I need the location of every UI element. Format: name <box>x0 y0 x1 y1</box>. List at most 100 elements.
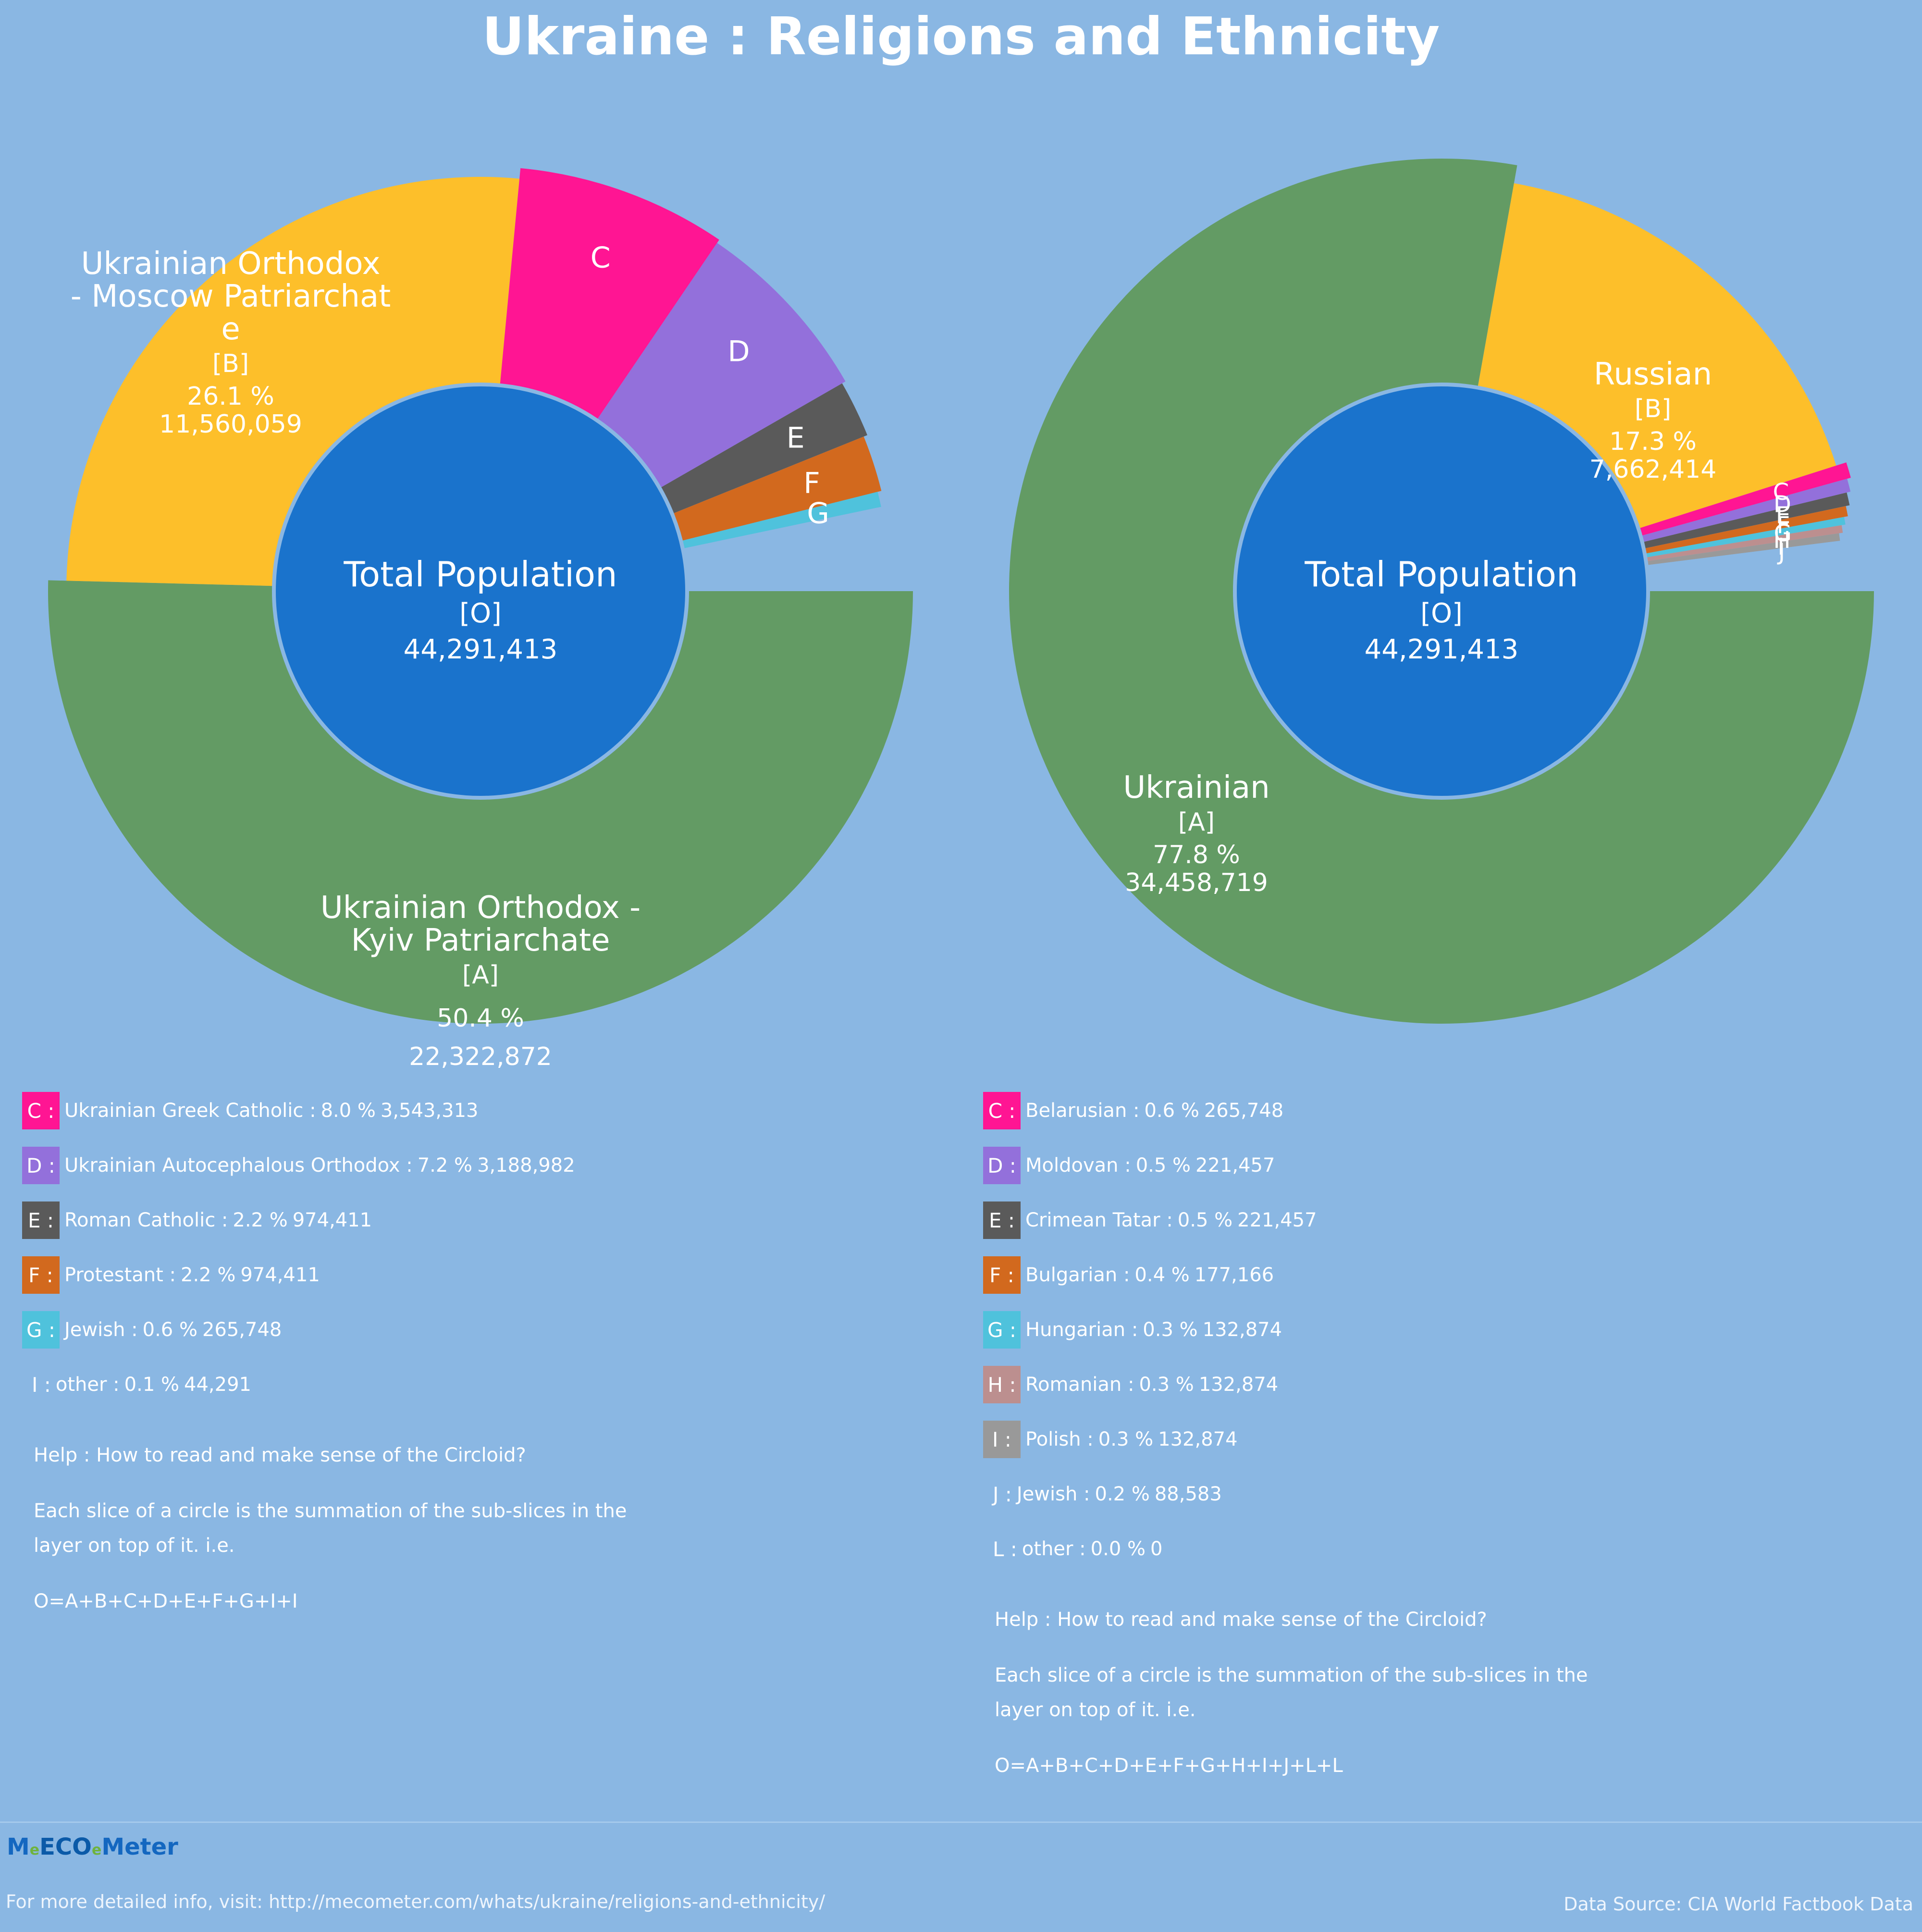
legend-swatch: I : <box>983 1421 1021 1458</box>
help-body: Each slice of a circle is the summation … <box>995 1664 1588 1721</box>
slice-key-f: F <box>1776 512 1790 539</box>
legend-name: Protestant : <box>64 1264 176 1286</box>
legend-item: D : Ukrainian Autocephalous Orthodox :7.2… <box>22 1146 935 1185</box>
legend-swatch: G : <box>983 1311 1021 1349</box>
donut-slice-i <box>682 508 878 550</box>
legend-text: Belarusian :0.6 % 265,748 <box>1025 1100 1283 1122</box>
legend-item: G : Jewish :0.6 % 265,748 <box>22 1310 935 1350</box>
legend-swatch: F : <box>983 1256 1021 1294</box>
legend-item: E : Crimean Tatar :0.5 % 221,457 <box>983 1201 1896 1240</box>
help-section: Help : How to read and make sense of the… <box>983 1602 1896 1783</box>
legend-pct: 7.2 % <box>417 1154 473 1177</box>
help-heading: Help : How to read and make sense of the… <box>995 1609 1487 1631</box>
legend-swatch: H : <box>983 1366 1021 1403</box>
center-label: Total Population <box>343 554 617 594</box>
slice-key-g: G <box>807 496 829 530</box>
legend-name: Moldovan : <box>1025 1154 1131 1177</box>
donut-slice-a <box>48 580 913 1024</box>
legend-text: Jewish :0.2 % 88,583 <box>1017 1483 1222 1505</box>
legend-count: 265,748 <box>1204 1100 1284 1122</box>
center-label: Total Population <box>1304 554 1578 594</box>
legend-item: I : other :0.1 % 44,291 <box>22 1365 935 1404</box>
data-source: Data Source: CIA World Factbook Data <box>1564 1894 1913 1915</box>
legend-items: C : Belarusian :0.6 % 265,748 D : Moldovan :… <box>983 1091 1896 1569</box>
legend-name: Bulgarian : <box>1025 1264 1130 1286</box>
legend-text: Hungarian :0.3 % 132,874 <box>1025 1319 1282 1341</box>
slice-value-a: 22,322,872 <box>409 1042 552 1071</box>
donut-slice-b <box>66 176 520 586</box>
legend-text: Bulgarian :0.4 % 177,166 <box>1025 1264 1274 1286</box>
legend-item: C : Ukrainian Greek Catholic :8.0 % 3,543,… <box>22 1091 935 1130</box>
legend-item: H : Romanian :0.3 % 132,874 <box>983 1365 1896 1404</box>
legend-count: 0 <box>1150 1538 1163 1560</box>
slice-label-b: e <box>221 311 240 347</box>
donut-slice-f <box>672 436 882 541</box>
legend-swatch: D : <box>22 1147 60 1184</box>
legend-name: Polish : <box>1025 1428 1094 1450</box>
center-tag: [O] <box>459 598 502 629</box>
legend-swatch: E : <box>22 1201 60 1239</box>
legend-text: Moldovan :0.5 % 221,457 <box>1025 1154 1275 1177</box>
logo-m: M <box>7 1833 30 1860</box>
legend-pct: 0.1 % <box>124 1374 179 1396</box>
slice-value-b: [B] <box>1635 395 1671 423</box>
legend-text: Ukrainian Autocephalous Orthodox :7.2 % 3… <box>64 1154 575 1177</box>
slice-label-a: Ukrainian Orthodox - <box>320 890 641 926</box>
legend-pct: 0.2 % <box>1095 1483 1150 1505</box>
slice-key-d: D <box>1774 491 1791 518</box>
legend-text: Protestant :2.2 % 974,411 <box>64 1264 320 1286</box>
help-section: Help : How to read and make sense of the… <box>22 1438 935 1619</box>
legend-items: C : Ukrainian Greek Catholic :8.0 % 3,543,… <box>22 1091 935 1404</box>
legend-name: Crimean Tatar : <box>1025 1209 1173 1231</box>
donut-slice-b <box>1478 183 1836 529</box>
legend-pct: 2.2 % <box>233 1209 288 1231</box>
legend-text: Polish :0.3 % 132,874 <box>1025 1428 1238 1450</box>
legend-text: Crimean Tatar :0.5 % 221,457 <box>1025 1209 1317 1231</box>
slice-key-i: I <box>1777 533 1784 560</box>
legend-pct: 0.6 % <box>1144 1100 1199 1122</box>
legend-count: 974,411 <box>240 1264 320 1286</box>
slice-key-e: E <box>1776 502 1790 529</box>
legend-count: 265,748 <box>202 1319 282 1341</box>
page-title: Ukraine : Religions and Ethnicity <box>482 7 1440 67</box>
legend-text: Romanian :0.3 % 132,874 <box>1025 1374 1278 1396</box>
legend-swatch: C : <box>22 1092 60 1129</box>
legend-pct: 0.6 % <box>142 1319 197 1341</box>
logo-dot: e <box>91 1842 102 1858</box>
legend-swatch: G : <box>22 1311 60 1349</box>
legend-count: 974,411 <box>292 1209 372 1231</box>
legend-text: Jewish :0.6 % 265,748 <box>64 1319 282 1341</box>
donut-slice-i <box>1646 533 1840 566</box>
legend-text: other :0.1 % 44,291 <box>56 1374 251 1396</box>
legend-name: Ukrainian Autocephalous Orthodox : <box>64 1154 413 1177</box>
donut-slice-e <box>659 383 868 514</box>
legend-name: other : <box>55 1374 120 1396</box>
donut-slice-f <box>1643 506 1848 554</box>
logo-dot: e <box>29 1842 40 1858</box>
footer-link[interactable]: For more detailed info, visit: http://me… <box>6 1891 825 1912</box>
legend-item: D : Moldovan :0.5 % 221,457 <box>983 1146 1896 1185</box>
legend-count: 132,874 <box>1202 1319 1282 1341</box>
logo-eco: ECO <box>39 1833 92 1860</box>
slice-label-a: Ukrainian <box>1123 770 1269 805</box>
legend-item: L : other :0.0 % 0 <box>983 1529 1896 1569</box>
slice-value-b: 11,560,059 <box>159 410 302 439</box>
legend-item: G : Hungarian :0.3 % 132,874 <box>983 1310 1896 1350</box>
legend-name: Romanian : <box>1025 1374 1134 1396</box>
donut-slice-h <box>1645 525 1843 562</box>
legend-pct: 2.2 % <box>181 1264 236 1286</box>
legend-name: Belarusian : <box>1025 1100 1140 1122</box>
slice-key-h: H <box>1773 527 1790 554</box>
legend-item: F : Bulgarian :0.4 % 177,166 <box>983 1255 1896 1295</box>
slice-value-a: 34,458,719 <box>1125 868 1268 897</box>
legend-pct: 0.5 % <box>1177 1209 1233 1231</box>
help-formula: O=A+B+C+D+E+F+G+H+I+J+L+L <box>995 1755 1343 1777</box>
slice-value-b: [B] <box>212 349 249 378</box>
logo-meter: Meter <box>101 1833 178 1860</box>
legend-pct: 8.0 % <box>320 1100 376 1122</box>
slice-value-a: [A] <box>1178 808 1215 837</box>
donut-slice-c <box>500 168 719 421</box>
center-value: 44,291,413 <box>1365 634 1519 665</box>
mecometer-logo[interactable]: MeECOeMeter <box>7 1833 178 1860</box>
ethnicity-legend: C : Belarusian :0.6 % 265,748 D : Moldovan :… <box>983 1091 1896 1804</box>
